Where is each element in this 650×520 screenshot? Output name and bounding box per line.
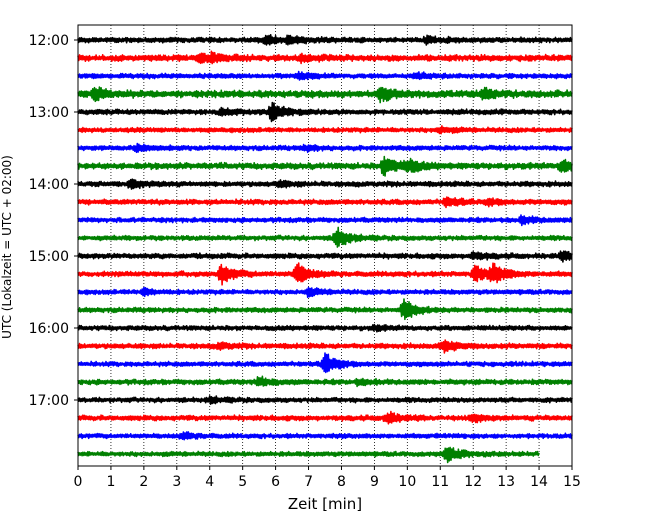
x-tick-label-4: 4 [205,474,214,490]
x-tick-label-11: 11 [431,474,449,490]
x-axis-label: Zeit [min] [288,495,362,513]
trace-1745 [77,446,540,464]
y-tick-label: 14:00 [29,177,69,193]
x-tick-label-7: 7 [304,474,313,490]
y-axis-ticks: 12:00 13:00 14:00 15:00 16:00 17:00 [29,33,78,409]
trace-1415 [77,196,573,209]
x-tick-label-0: 0 [74,474,83,490]
y-tick-label: 15:00 [29,249,69,265]
trace-1200 [77,34,573,46]
plot-frame [77,24,573,467]
x-tick-label-5: 5 [238,474,247,490]
trace-1400 [77,178,573,190]
x-tick-label-13: 13 [497,474,515,490]
seismic-traces [77,34,573,464]
trace-1230 [77,70,573,81]
y-axis-label: UTC (Lokalzeit = UTC + 02:00) [0,155,14,339]
trace-1345 [77,155,573,177]
trace-1315 [77,125,573,135]
x-tick-label-15: 15 [563,474,581,490]
x-tick-label-3: 3 [172,474,181,490]
x-tick-label-1: 1 [106,474,115,490]
x-tick-label-10: 10 [398,474,416,490]
trace-1515 [77,262,573,286]
trace-1700 [77,395,573,405]
trace-1215 [77,50,573,65]
x-tick-label-12: 12 [464,474,482,490]
x-tick-label-14: 14 [530,474,548,490]
y-tick-label: 12:00 [29,33,69,49]
trace-1500 [77,250,573,263]
trace-1615 [77,339,573,354]
trace-1645 [77,375,573,388]
trace-1600 [77,323,573,333]
y-tick-label: 13:00 [29,105,69,121]
x-tick-label-8: 8 [337,474,346,490]
trace-1730 [77,431,573,441]
x-tick-label-2: 2 [139,474,148,490]
trace-1430 [77,214,573,227]
trace-1445 [77,226,573,248]
trace-1545 [77,298,573,321]
y-tick-label: 16:00 [29,321,69,337]
x-tick-label-6: 6 [271,474,280,490]
y-tick-label: 17:00 [29,393,69,409]
trace-1300 [77,101,573,123]
trace-1245 [77,86,573,104]
trace-1715 [77,410,573,425]
trace-1330 [77,142,573,154]
x-tick-label-9: 9 [370,474,379,490]
trace-1530 [77,286,573,299]
x-axis-ticks: 0 1 2 3 4 5 6 7 8 9 10 11 12 13 14 15 [74,466,581,490]
trace-1630 [77,352,573,374]
